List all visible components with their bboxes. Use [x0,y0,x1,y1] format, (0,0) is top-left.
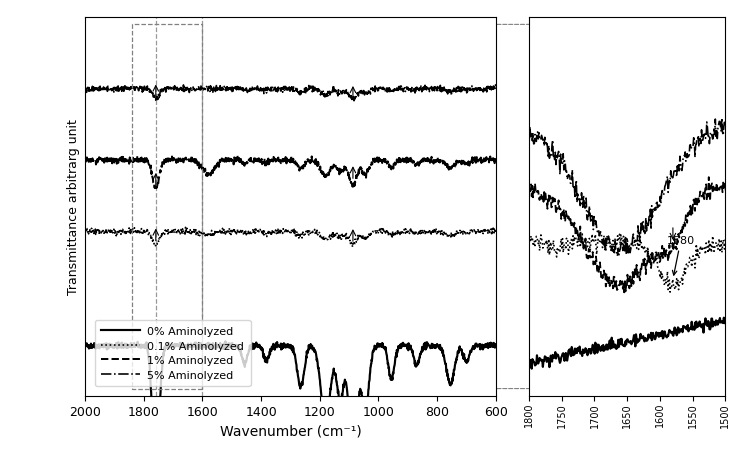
Line: 5% Aminolyzed: 5% Aminolyzed [85,85,496,102]
5% Aminolyzed [414,87,423,92]
0% Aminolyzed [181,344,189,350]
5% Aminolyzed [485,88,494,94]
Y-axis label: Transmittance arbitrarg unit: Transmittance arbitrarg unit [67,119,79,295]
1% Aminolyzed [271,159,280,165]
Text: 1580: 1580 [667,236,695,275]
5% Aminolyzed [121,82,130,88]
Text: 1087: 1087 [0,454,1,455]
1% Aminolyzed [81,159,90,165]
0.1% Aminolyzed [81,229,90,234]
5% Aminolyzed [491,86,500,91]
0.1% Aminolyzed [297,233,306,238]
0.1% Aminolyzed [348,245,357,250]
1% Aminolyzed [471,153,480,159]
0.1% Aminolyzed [491,228,500,234]
0% Aminolyzed [81,343,90,348]
Line: 0% Aminolyzed: 0% Aminolyzed [85,342,496,455]
0.1% Aminolyzed [414,233,423,238]
0.1% Aminolyzed [271,229,280,234]
0% Aminolyzed [297,383,306,389]
1% Aminolyzed [152,187,161,193]
0% Aminolyzed [223,344,232,350]
0% Aminolyzed [271,344,280,349]
0% Aminolyzed [414,360,423,365]
Line: 1% Aminolyzed: 1% Aminolyzed [85,156,496,190]
Legend: 0% Aminolyzed, 0.1% Aminolyzed, 1% Aminolyzed, 5% Aminolyzed: 0% Aminolyzed, 0.1% Aminolyzed, 1% Amino… [95,320,251,387]
1% Aminolyzed [181,157,189,162]
0% Aminolyzed [485,342,494,348]
X-axis label: Wavenumber (cm⁻¹): Wavenumber (cm⁻¹) [220,424,361,438]
0.1% Aminolyzed [181,225,190,231]
1% Aminolyzed [485,154,494,160]
0.1% Aminolyzed [223,231,232,237]
5% Aminolyzed [297,91,306,97]
5% Aminolyzed [152,99,161,105]
Text: 1759: 1759 [0,454,1,455]
1% Aminolyzed [414,161,423,166]
1% Aminolyzed [491,158,500,163]
0.1% Aminolyzed [180,230,189,235]
0% Aminolyzed [221,339,230,344]
5% Aminolyzed [223,85,232,91]
5% Aminolyzed [81,87,90,92]
Line: 0.1% Aminolyzed: 0.1% Aminolyzed [85,228,496,248]
0% Aminolyzed [491,344,500,349]
5% Aminolyzed [271,86,280,91]
1% Aminolyzed [223,157,232,163]
5% Aminolyzed [181,86,189,92]
1% Aminolyzed [297,167,306,173]
0.1% Aminolyzed [485,230,494,235]
